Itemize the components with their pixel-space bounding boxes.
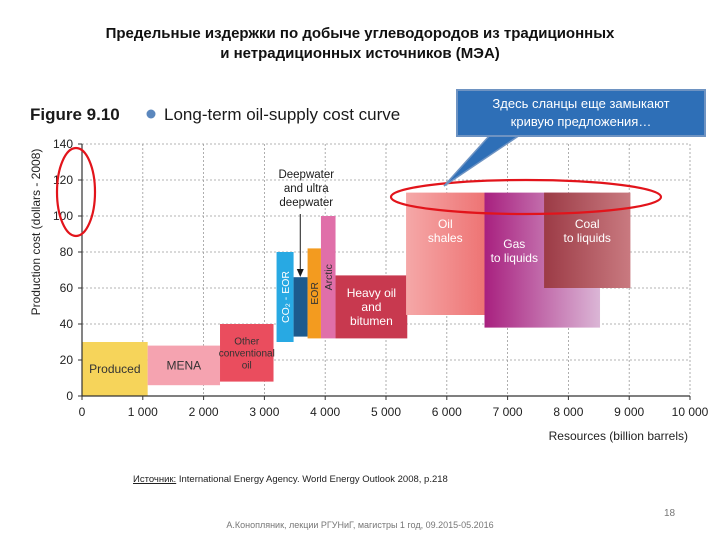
callout-line1: Здесь сланцы еще замыкают	[492, 96, 670, 111]
x-tick-label: 5 000	[371, 405, 401, 419]
y-axis-label: Production cost (dollars - 2008)	[29, 149, 43, 316]
callout-line2: кривую предложения…	[510, 114, 652, 129]
x-tick-label: 9 000	[614, 405, 644, 419]
block-heavy-oil-and-bitumen	[335, 275, 408, 339]
chart-title: Long-term oil-supply cost curve	[164, 105, 400, 124]
annotation-arrowhead-icon	[296, 269, 304, 277]
block-coal-to-liquids	[544, 192, 631, 288]
block-mena	[147, 345, 221, 386]
block-other-conventional-oil	[220, 324, 274, 382]
x-tick-label: 2 000	[189, 405, 219, 419]
y-axis-highlight-ellipse	[55, 146, 97, 238]
y-tick-label: 120	[53, 173, 73, 187]
block-label-oil-shales: Oil shales	[428, 217, 463, 245]
block-label-heavy-oil-and-bitumen: Heavy oil and bitumen	[347, 286, 396, 328]
block-label-coal-to-liquids: Coal to liquids	[564, 217, 611, 245]
deepwater-annotation: Deepwater and ultra deepwater	[278, 169, 334, 209]
block-label-mena: MENA	[167, 359, 202, 373]
x-tick-label: 8 000	[553, 405, 583, 419]
y-tick-label: 20	[60, 353, 74, 367]
block-label-gas-to-liquids: Gas to liquids	[491, 237, 538, 265]
axis-layer	[78, 143, 691, 400]
page-number: 18	[664, 508, 676, 519]
callout-box: Здесь сланцы еще замыкают кривую предлож…	[456, 89, 706, 137]
slide-title: Предельные издержки по добыче углеводоро…	[0, 24, 720, 64]
source-note: Источник: International Energy Agency. W…	[133, 474, 448, 485]
callout-pointer	[443, 134, 523, 187]
figure-bullet-icon	[146, 109, 156, 119]
x-tick-label: 4 000	[310, 405, 340, 419]
y-tick-label: 100	[53, 209, 73, 223]
chart-text-layer: Figure 9.10 Long-term oil-supply cost cur…	[29, 105, 709, 443]
block-label-co2-eor: CO₂ - EOR	[280, 271, 292, 323]
y-tick-label: 60	[60, 281, 74, 295]
y-tick-label: 80	[60, 245, 74, 259]
x-tick-label: 7 000	[493, 405, 523, 419]
block-label-eor: EOR	[309, 282, 321, 305]
source-label: Источник:	[133, 474, 177, 485]
block-label-produced: Produced	[89, 362, 140, 376]
y-tick-label: 0	[66, 389, 73, 403]
slide-title-line1: Предельные издержки по добыче углеводоро…	[105, 25, 615, 42]
slide-title-line2: и нетрадиционных источников (МЭА)	[220, 45, 500, 62]
block-label-arctic: Arctic	[323, 264, 335, 290]
block-arctic	[320, 216, 336, 339]
top-highlight-ellipse	[389, 178, 663, 216]
footer-text: А.Конопляник, лекции РГУНиГ, магистры 1 …	[226, 520, 494, 530]
source-text: International Energy Agency. World Energ…	[176, 474, 448, 485]
y-tick-label: 140	[53, 137, 73, 151]
block-co2-eor	[276, 252, 294, 342]
x-tick-label: 3 000	[249, 405, 279, 419]
block-label-other-conventional-oil: Other conventional oil	[219, 336, 275, 371]
x-axis-label: Resources (billion barrels)	[549, 429, 688, 443]
figure-label: Figure 9.10	[30, 105, 120, 124]
x-tick-label: 1 000	[128, 405, 158, 419]
block-produced	[82, 342, 148, 396]
x-tick-label: 10 000	[672, 405, 709, 419]
y-tick-label: 40	[60, 317, 74, 331]
x-tick-label: 6 000	[432, 405, 462, 419]
block-deepwater	[293, 277, 308, 337]
block-eor	[307, 248, 321, 339]
x-tick-label: 0	[79, 405, 86, 419]
